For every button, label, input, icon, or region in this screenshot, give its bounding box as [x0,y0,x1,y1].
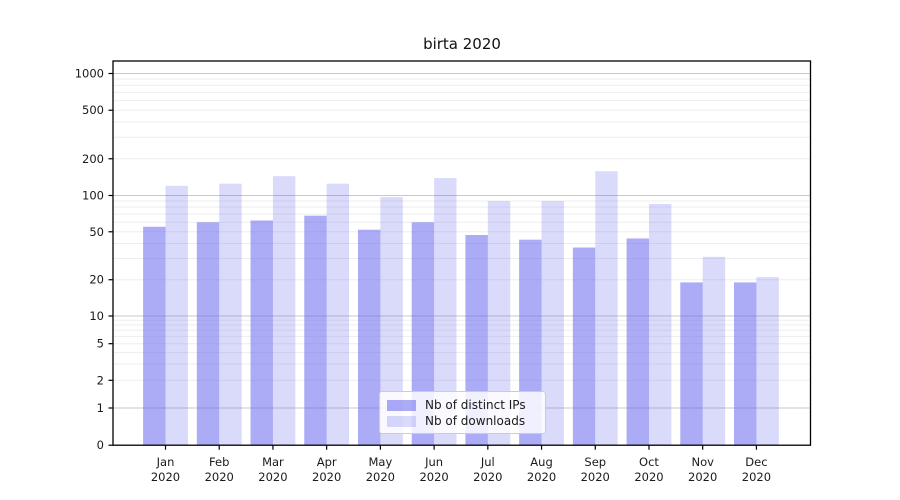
x-tick-label-year: 2020 [634,470,663,484]
x-tick-label-month: Oct [639,455,659,469]
bar-downloads [756,277,779,446]
x-tick-label-month: Dec [745,455,767,469]
x-tick-label-month: Mar [262,455,284,469]
bar-distinct-ips [680,282,703,446]
x-tick-label-year: 2020 [312,470,341,484]
bar-distinct-ips [572,247,596,446]
legend-label-distinct-ips: Nb of distinct IPs [425,398,526,412]
legend-swatch-distinct-ips [387,399,416,411]
y-tick-label: 1 [97,401,104,415]
legend-entry-downloads: Nb of downloads [387,413,537,429]
bar-downloads [487,201,511,446]
x-tick-label-month: Jul [480,455,495,469]
y-tick-label: 2 [97,373,104,387]
y-tick-label: 0 [97,438,104,452]
x-tick-label-month: Feb [209,455,229,469]
x-tick-label-year: 2020 [366,470,395,484]
bar-downloads [272,176,296,446]
bar-downloads [219,183,242,446]
y-tick-label: 5 [97,337,104,351]
y-tick-label: 10 [89,309,104,323]
bar-downloads [434,178,457,446]
bar-distinct-ips [143,226,166,446]
legend-swatch-downloads [387,415,416,427]
legend-entry-distinct-ips: Nb of distinct IPs [387,397,537,413]
bar-distinct-ips [196,222,220,446]
bar-downloads [648,204,672,446]
legend: Nb of distinct IPs Nb of downloads [379,391,546,434]
plot-border [112,60,812,446]
bar-downloads [165,185,188,446]
x-tick-label-month: Nov [691,455,714,469]
x-tick-label-month: Apr [317,455,337,469]
x-tick-label-month: Sep [584,455,606,469]
x-tick-label-year: 2020 [205,470,234,484]
bar-downloads [702,256,726,446]
bar-downloads [541,201,564,446]
bar-distinct-ips [411,222,435,446]
bar-downloads [326,183,350,446]
x-tick-label-month: Aug [530,455,552,469]
y-tick-label: 20 [89,273,104,287]
chart-title: birta 2020 [423,35,501,53]
x-tick-label-year: 2020 [688,470,717,484]
bar-distinct-ips [357,229,381,446]
bar-distinct-ips [734,282,757,446]
y-tick-label: 500 [82,103,104,117]
bar-downloads [380,197,403,446]
bar-downloads [595,171,618,446]
x-tick-label-month: Jan [156,455,175,469]
bar-distinct-ips [250,220,273,446]
bar-distinct-ips [304,215,327,446]
y-tick-label: 100 [82,189,104,203]
x-tick-label-month: Jun [424,455,443,469]
x-tick-label-year: 2020 [527,470,556,484]
x-tick-label-year: 2020 [151,470,180,484]
y-tick-label: 200 [82,152,104,166]
y-tick-label: 50 [89,225,104,239]
x-tick-label-year: 2020 [581,470,610,484]
x-tick-label-year: 2020 [742,470,771,484]
x-tick-label-year: 2020 [258,470,287,484]
legend-label-downloads: Nb of downloads [425,414,526,428]
bar-distinct-ips [626,238,649,446]
y-tick-label: 1000 [75,67,104,81]
x-tick-label-year: 2020 [473,470,502,484]
x-tick-label-year: 2020 [419,470,448,484]
x-tick-label-month: May [368,455,392,469]
